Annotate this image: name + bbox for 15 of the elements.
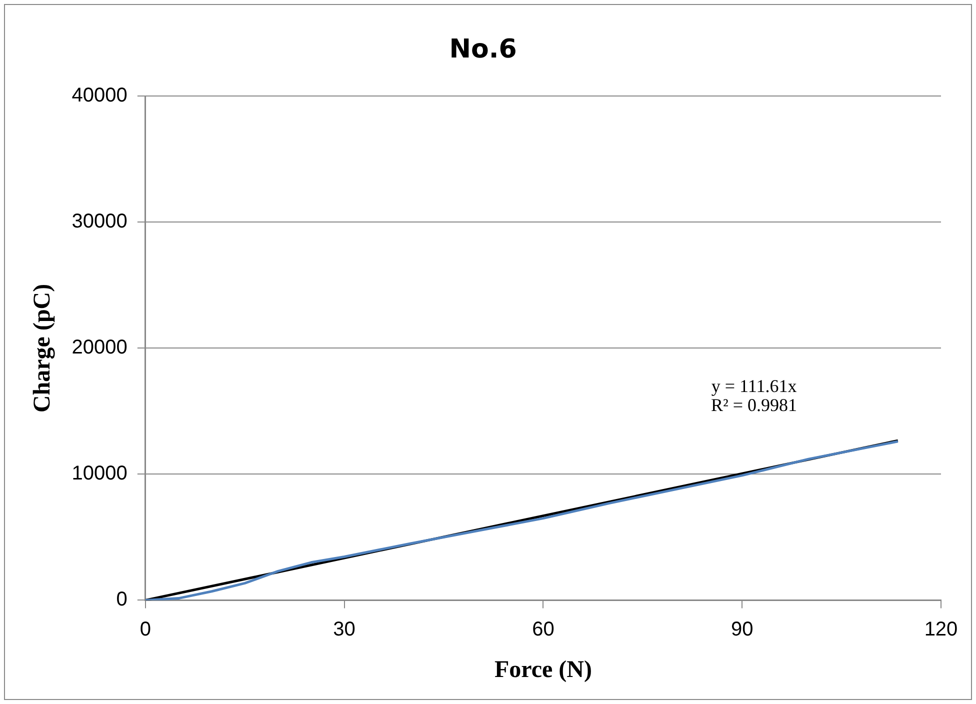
y-tick-label: 0 (116, 588, 128, 611)
x-tick-label: 30 (333, 618, 356, 641)
y-axis-title: Charge (pC) (30, 284, 56, 413)
chart-title: No.6 (449, 34, 517, 64)
y-tick-label: 10000 (72, 462, 128, 485)
annotation: y = 111.61x (711, 376, 797, 396)
x-axis-title: Force (N) (494, 656, 592, 683)
annotation: R² = 0.9981 (711, 394, 798, 415)
y-tick-label: 30000 (72, 210, 128, 233)
x-tick-label: 90 (730, 618, 754, 641)
x-tick-label: 0 (140, 618, 151, 641)
x-tick-label: 60 (532, 618, 554, 641)
x-tick-label: 120 (924, 618, 958, 641)
y-tick-label: 40000 (72, 84, 128, 107)
y-tick-label: 20000 (72, 336, 128, 359)
